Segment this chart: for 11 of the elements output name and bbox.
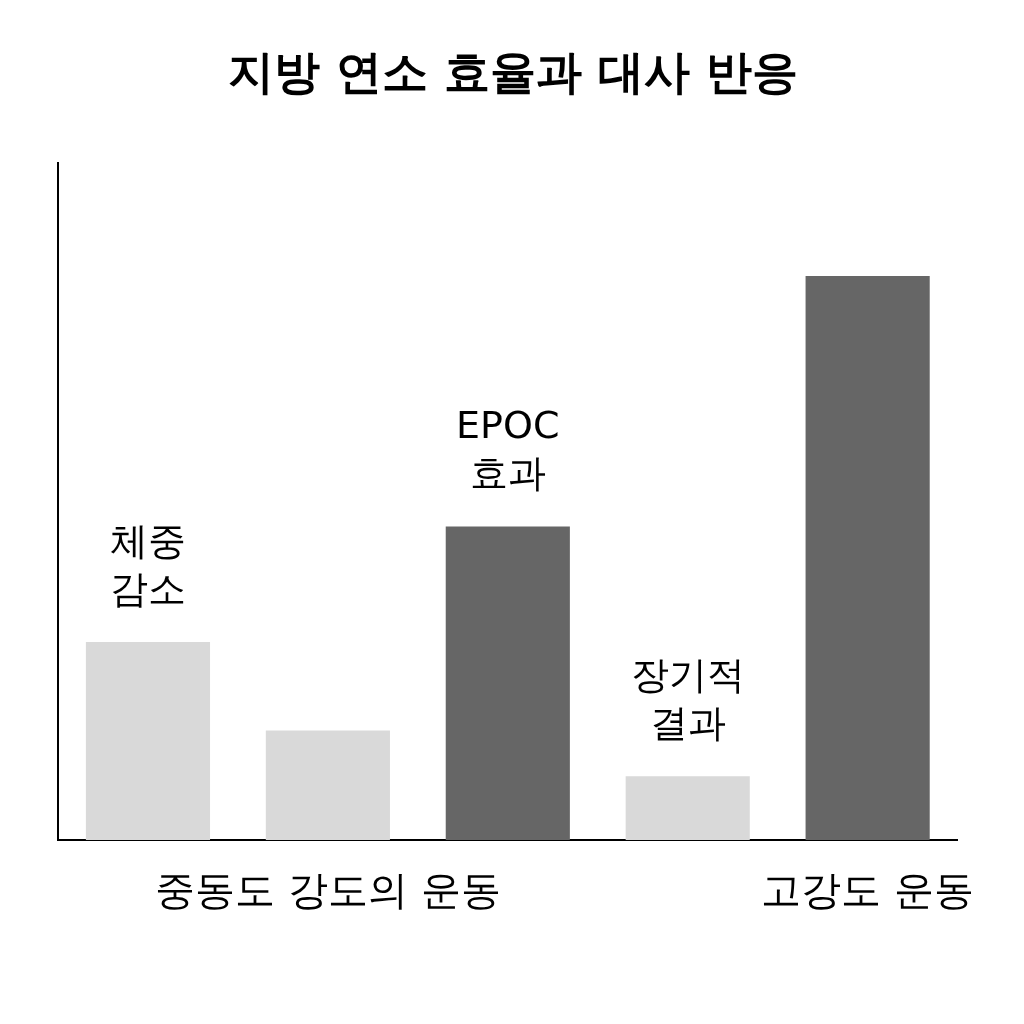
annotation: EPOC 효과: [456, 403, 560, 496]
annotation: 체중 감소: [109, 519, 186, 612]
x-tick-label: 중동도 강도의 운동: [155, 867, 501, 914]
bar: [85, 642, 211, 840]
bar: [805, 276, 930, 840]
bar: [265, 730, 390, 840]
annotation: 장기적 결과: [630, 653, 745, 746]
bar: [625, 776, 750, 840]
chart-title: 지방 연소 효율과 대사 반응: [227, 44, 799, 99]
bar: [445, 526, 570, 840]
x-tick-label: 고강도 운동: [761, 867, 974, 914]
